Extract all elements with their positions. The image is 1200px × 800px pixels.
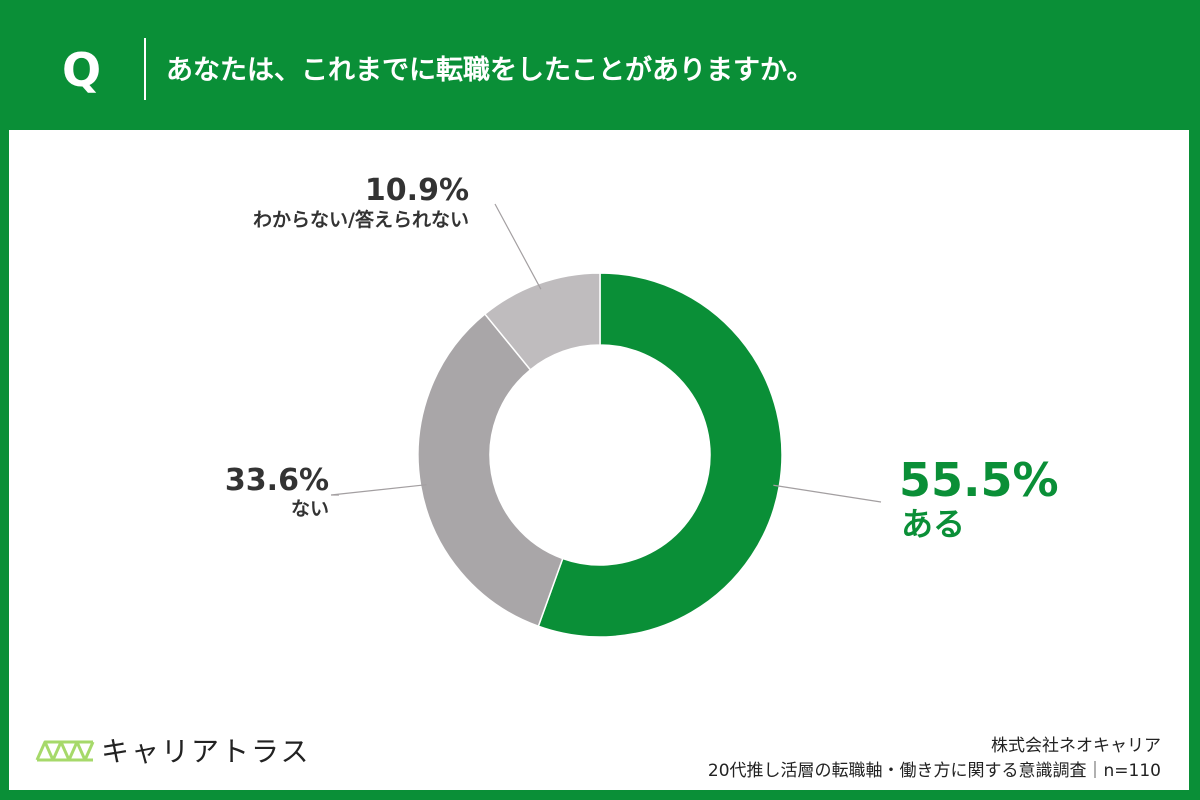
slice-yes (537, 272, 783, 638)
source-company: 株式会社ネオキャリア (991, 736, 1161, 756)
slice-category-label-no: ない (290, 498, 329, 520)
donut-chart (330, 203, 882, 638)
header-divider (144, 38, 146, 100)
slice-value-label-unknown: 10.9% (364, 173, 469, 208)
slice-unknown (483, 272, 601, 371)
leader-line-yes (773, 484, 882, 503)
slice-category-label-unknown: わからない/答えられない (253, 209, 469, 231)
slice-value-label-no: 33.6% (224, 463, 329, 498)
chart-panel: 10.9% わからない/答えられない 33.6% ない 55.5% ある キャリ… (9, 130, 1189, 790)
bridge-truss-icon (35, 740, 95, 762)
leader-line-unknown (494, 203, 542, 290)
question-text: あなたは、これまでに転職をしたことがありますか。 (166, 55, 814, 86)
leader-line-no (330, 484, 427, 496)
logo-text: キャリアトラス (101, 735, 311, 768)
question-header: Q あなたは、これまでに転職をしたことがありますか。 (0, 0, 1200, 130)
slice-value-label-yes: 55.5% (899, 453, 1059, 507)
slice-no (417, 312, 564, 628)
slice-category-label-yes: ある (901, 505, 966, 543)
source-survey: 20代推し活層の転職軸・働き方に関する意識調査｜n=110 (707, 761, 1161, 781)
q-mark: Q (62, 43, 102, 97)
source-note: 株式会社ネオキャリア 20代推し活層の転職軸・働き方に関する意識調査｜n=110 (708, 734, 1161, 784)
